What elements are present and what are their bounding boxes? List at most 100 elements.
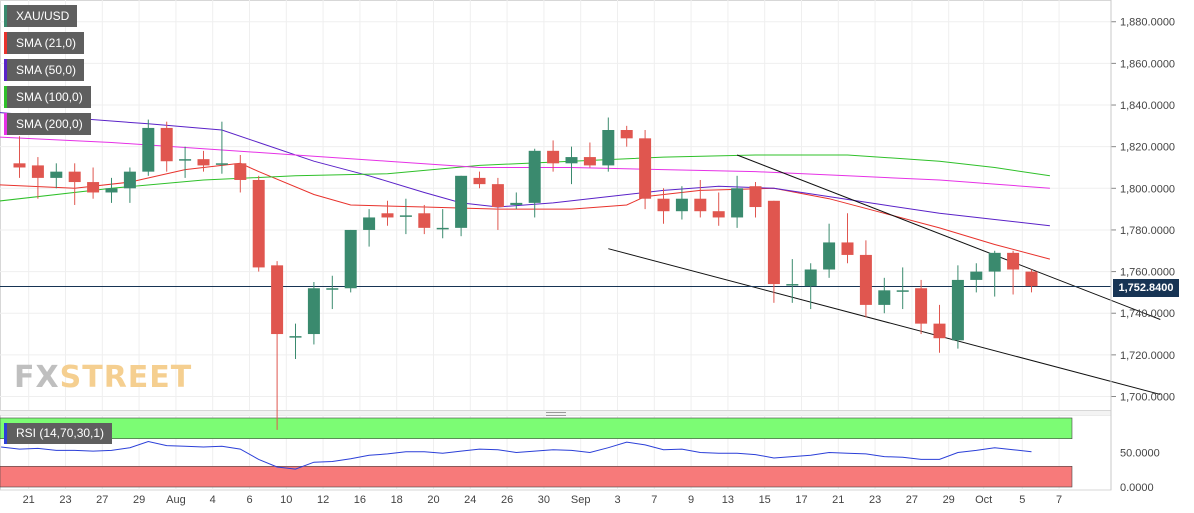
rsi-tick-label: 0.0000 (1120, 482, 1154, 494)
candle-body (933, 323, 946, 339)
candle-body (307, 288, 320, 335)
legend-sma100[interactable]: SMA (100,0) (4, 86, 91, 108)
candle-body (767, 200, 780, 285)
legend-symbol-label: XAU/USD (16, 9, 70, 23)
candle-body (455, 175, 468, 228)
rsi-line (1, 440, 1032, 470)
axes: 1,700.0000 1,720.0000 1,740.0000 1,760.0000… (23, 0, 1175, 506)
candle-body (915, 288, 928, 324)
x-tick-label: 29 (133, 494, 145, 506)
candle-body (234, 163, 247, 180)
y-tick-label: 1,880.0000 (1120, 17, 1175, 29)
legend-sma200[interactable]: SMA (200,0) (4, 113, 91, 135)
candle-body (694, 198, 707, 212)
candle-body (31, 165, 44, 178)
candle-body (823, 242, 836, 270)
candle-body (639, 138, 652, 199)
x-tick-label: Sep (571, 494, 591, 506)
rsi-line (1, 440, 1032, 470)
candle-body (859, 254, 872, 305)
candle-body (712, 211, 725, 218)
candle-body (399, 215, 412, 217)
candle-body (749, 186, 762, 208)
sma100-swatch (4, 86, 7, 108)
candle-body (418, 213, 431, 228)
main-pane-border (0, 0, 1112, 411)
candle-body (583, 157, 596, 166)
candle-body (160, 127, 173, 162)
candle-body (786, 284, 799, 286)
trendline (608, 248, 1161, 395)
candle-body (381, 213, 394, 218)
candle-body (970, 271, 983, 280)
sma50-line (0, 112, 1050, 227)
candle-body (87, 182, 100, 193)
legend-rsi[interactable]: RSI (14,70,30,1) (4, 423, 113, 444)
candle-body (142, 127, 155, 172)
sma-lines (0, 112, 1051, 260)
candle-body (804, 269, 817, 287)
legend-sma50-label: SMA (50,0) (16, 63, 77, 77)
candle-body (436, 227, 449, 230)
y-tick-label: 1,800.0000 (1120, 183, 1175, 195)
y-tick-label: 1,720.0000 (1120, 350, 1175, 362)
candle-body (620, 130, 633, 139)
rsi-oversold-zone (0, 465, 1073, 488)
sma200-line (0, 136, 1050, 189)
candle-body (344, 229, 357, 289)
candle-body (326, 288, 339, 290)
legend-symbol[interactable]: XAU/USD (4, 5, 78, 27)
x-tick-label: 23 (869, 494, 881, 506)
candle-body (197, 159, 210, 166)
candle-body (547, 150, 560, 164)
rsi-swatch (4, 423, 7, 444)
x-tick-label: 6 (246, 494, 252, 506)
candle-body (675, 198, 688, 212)
y-tick-label: 1,760.0000 (1120, 267, 1175, 279)
symbol-swatch (4, 5, 7, 27)
candle-body (896, 290, 909, 292)
candle-body (179, 159, 192, 161)
rsi-tick-label: 50.0000 (1120, 448, 1160, 460)
legend-sma21[interactable]: SMA (21,0) (4, 32, 85, 54)
x-tick-label: 27 (906, 494, 918, 506)
candle-body (510, 202, 523, 205)
candlesticks (13, 117, 1038, 430)
candle-body (657, 198, 670, 212)
x-tick-label: 24 (464, 494, 476, 506)
candle-body (988, 252, 1001, 272)
x-tick-label: 26 (501, 494, 513, 506)
candle-body (473, 177, 486, 185)
x-tick-label: 29 (943, 494, 955, 506)
x-tick-label: 5 (1019, 494, 1025, 506)
x-tick-label: 4 (210, 494, 216, 506)
x-tick-label: 3 (614, 494, 620, 506)
candle-body (289, 336, 302, 338)
legend-sma200-label: SMA (200,0) (16, 117, 83, 131)
sma200-swatch (4, 113, 7, 135)
legend-sma100-label: SMA (100,0) (16, 90, 83, 104)
candle-body (731, 188, 744, 218)
candle-body (1007, 252, 1020, 270)
candle-body (68, 171, 81, 183)
candle-body (841, 242, 854, 255)
last-price-tag: 1,752.8400 (1113, 279, 1179, 297)
legend-sma50[interactable]: SMA (50,0) (4, 59, 85, 81)
candle-body (491, 184, 504, 208)
candle-body (951, 279, 964, 341)
x-tick-label: 13 (722, 494, 734, 506)
x-tick-label: 23 (59, 494, 71, 506)
x-tick-label: 10 (280, 494, 292, 506)
y-tick-label: 1,820.0000 (1120, 142, 1175, 154)
rsi-bands (0, 417, 1073, 488)
x-tick-label: 18 (391, 494, 403, 506)
x-tick-label: Aug (166, 494, 186, 506)
fxstreet-logo: FXSTREET (14, 360, 193, 395)
candle-body (50, 171, 63, 178)
rsi-overbought-zone (0, 417, 1073, 440)
trendlines (0, 154, 1161, 395)
y-tick-label: 1,740.0000 (1120, 308, 1175, 320)
x-tick-label: 7 (1056, 494, 1062, 506)
candle-body (363, 217, 376, 230)
